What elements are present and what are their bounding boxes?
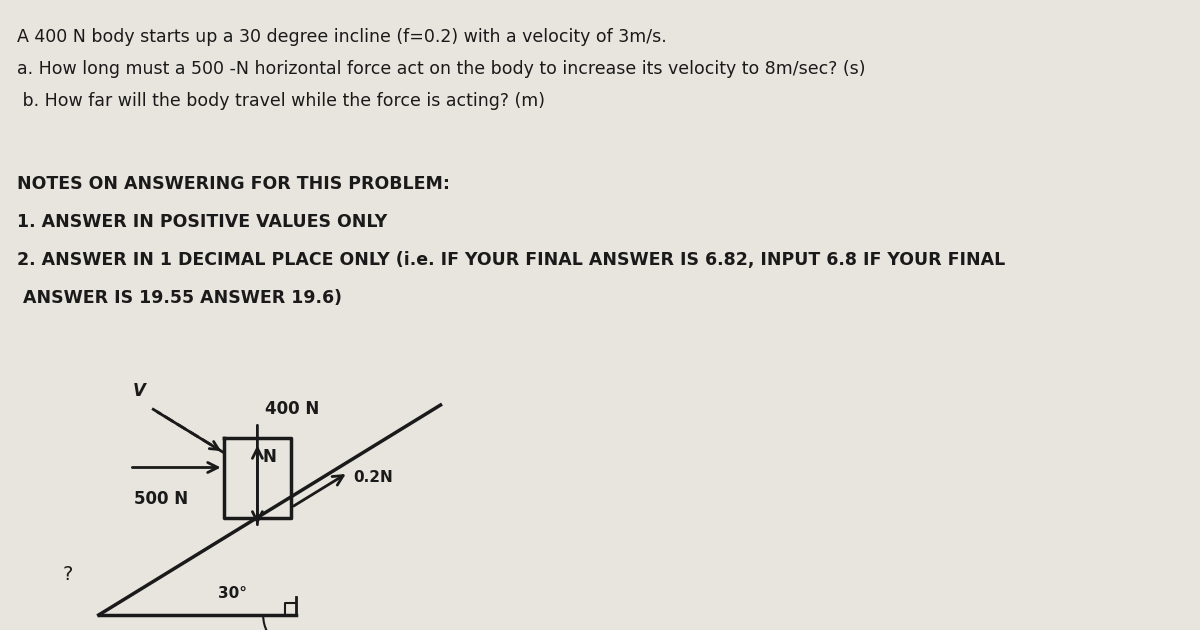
Text: 0.2N: 0.2N — [353, 470, 392, 485]
Text: V: V — [133, 382, 145, 399]
Text: NOTES ON ANSWERING FOR THIS PROBLEM:: NOTES ON ANSWERING FOR THIS PROBLEM: — [17, 175, 450, 193]
Text: 2. ANSWER IN 1 DECIMAL PLACE ONLY (i.e. IF YOUR FINAL ANSWER IS 6.82, INPUT 6.8 : 2. ANSWER IN 1 DECIMAL PLACE ONLY (i.e. … — [17, 251, 1006, 269]
Text: 400 N: 400 N — [265, 399, 319, 418]
Text: ANSWER IS 19.55 ANSWER 19.6): ANSWER IS 19.55 ANSWER 19.6) — [17, 289, 342, 307]
Text: b. How far will the body travel while the force is acting? (m): b. How far will the body travel while th… — [17, 92, 545, 110]
Text: A 400 N body starts up a 30 degree incline (f=0.2) with a velocity of 3m/s.: A 400 N body starts up a 30 degree incli… — [17, 28, 667, 46]
Text: ?: ? — [62, 566, 73, 585]
Text: 1. ANSWER IN POSITIVE VALUES ONLY: 1. ANSWER IN POSITIVE VALUES ONLY — [17, 213, 388, 231]
Text: 500 N: 500 N — [134, 490, 188, 508]
Text: a. How long must a 500 -N horizontal force act on the body to increase its veloc: a. How long must a 500 -N horizontal for… — [17, 60, 865, 78]
Text: N: N — [262, 447, 276, 466]
Text: 30°: 30° — [217, 585, 247, 600]
